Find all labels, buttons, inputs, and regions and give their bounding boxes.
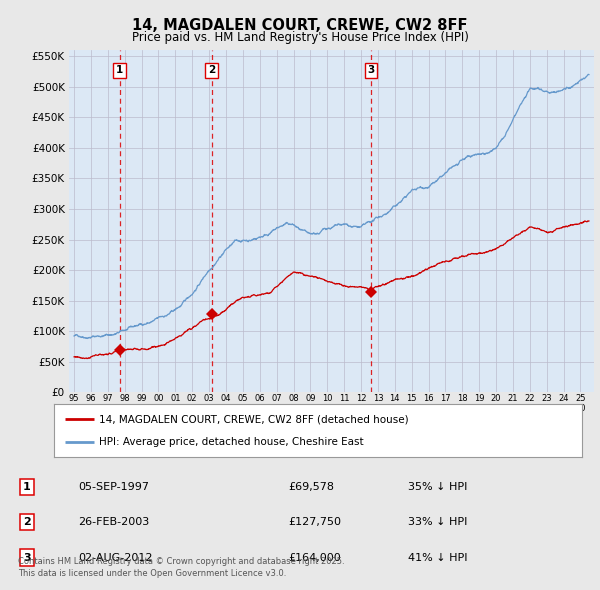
Text: 26-FEB-2003: 26-FEB-2003: [78, 517, 149, 527]
Text: £127,750: £127,750: [288, 517, 341, 527]
Text: Price paid vs. HM Land Registry's House Price Index (HPI): Price paid vs. HM Land Registry's House …: [131, 31, 469, 44]
Text: 2: 2: [208, 65, 215, 76]
Text: 41% ↓ HPI: 41% ↓ HPI: [408, 553, 467, 562]
Text: 33% ↓ HPI: 33% ↓ HPI: [408, 517, 467, 527]
Text: £69,578: £69,578: [288, 482, 334, 491]
Text: 35% ↓ HPI: 35% ↓ HPI: [408, 482, 467, 491]
Text: 1: 1: [116, 65, 123, 76]
Text: 3: 3: [23, 553, 31, 562]
Text: 14, MAGDALEN COURT, CREWE, CW2 8FF (detached house): 14, MAGDALEN COURT, CREWE, CW2 8FF (deta…: [99, 414, 409, 424]
Text: 1: 1: [23, 482, 31, 491]
Text: Contains HM Land Registry data © Crown copyright and database right 2025.
This d: Contains HM Land Registry data © Crown c…: [18, 558, 344, 578]
Text: £164,000: £164,000: [288, 553, 341, 562]
Text: 05-SEP-1997: 05-SEP-1997: [78, 482, 149, 491]
Text: 02-AUG-2012: 02-AUG-2012: [78, 553, 152, 562]
Text: 2: 2: [23, 517, 31, 527]
Text: 14, MAGDALEN COURT, CREWE, CW2 8FF: 14, MAGDALEN COURT, CREWE, CW2 8FF: [132, 18, 468, 32]
Text: 3: 3: [367, 65, 374, 76]
Text: HPI: Average price, detached house, Cheshire East: HPI: Average price, detached house, Ches…: [99, 437, 364, 447]
